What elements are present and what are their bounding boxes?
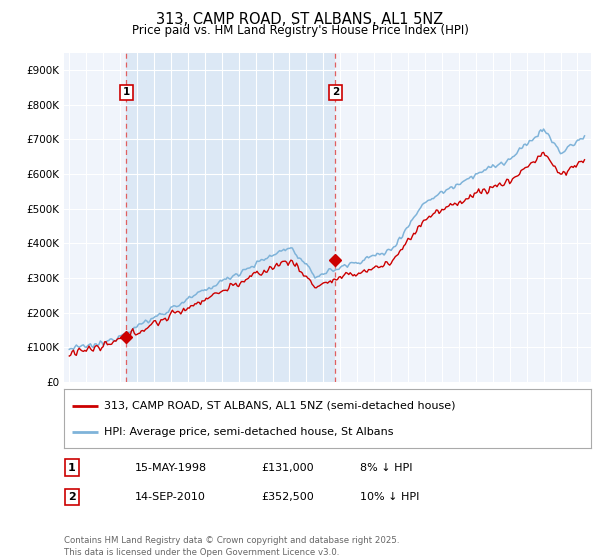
Text: 14-SEP-2010: 14-SEP-2010 [135, 492, 206, 502]
Text: 313, CAMP ROAD, ST ALBANS, AL1 5NZ (semi-detached house): 313, CAMP ROAD, ST ALBANS, AL1 5NZ (semi… [104, 400, 455, 410]
Text: 10% ↓ HPI: 10% ↓ HPI [360, 492, 419, 502]
Bar [127, 53, 335, 382]
Text: 2: 2 [332, 87, 339, 97]
Text: Price paid vs. HM Land Registry's House Price Index (HPI): Price paid vs. HM Land Registry's House … [131, 24, 469, 37]
Text: £352,500: £352,500 [261, 492, 314, 502]
Text: 15-MAY-1998: 15-MAY-1998 [135, 463, 207, 473]
Text: Contains HM Land Registry data © Crown copyright and database right 2025.
This d: Contains HM Land Registry data © Crown c… [64, 536, 400, 557]
Text: £131,000: £131,000 [261, 463, 314, 473]
Text: 313, CAMP ROAD, ST ALBANS, AL1 5NZ: 313, CAMP ROAD, ST ALBANS, AL1 5NZ [157, 12, 443, 27]
Text: 8% ↓ HPI: 8% ↓ HPI [360, 463, 413, 473]
Text: 1: 1 [123, 87, 130, 97]
Text: HPI: Average price, semi-detached house, St Albans: HPI: Average price, semi-detached house,… [104, 427, 393, 437]
Text: 2: 2 [68, 492, 76, 502]
Text: 1: 1 [68, 463, 76, 473]
